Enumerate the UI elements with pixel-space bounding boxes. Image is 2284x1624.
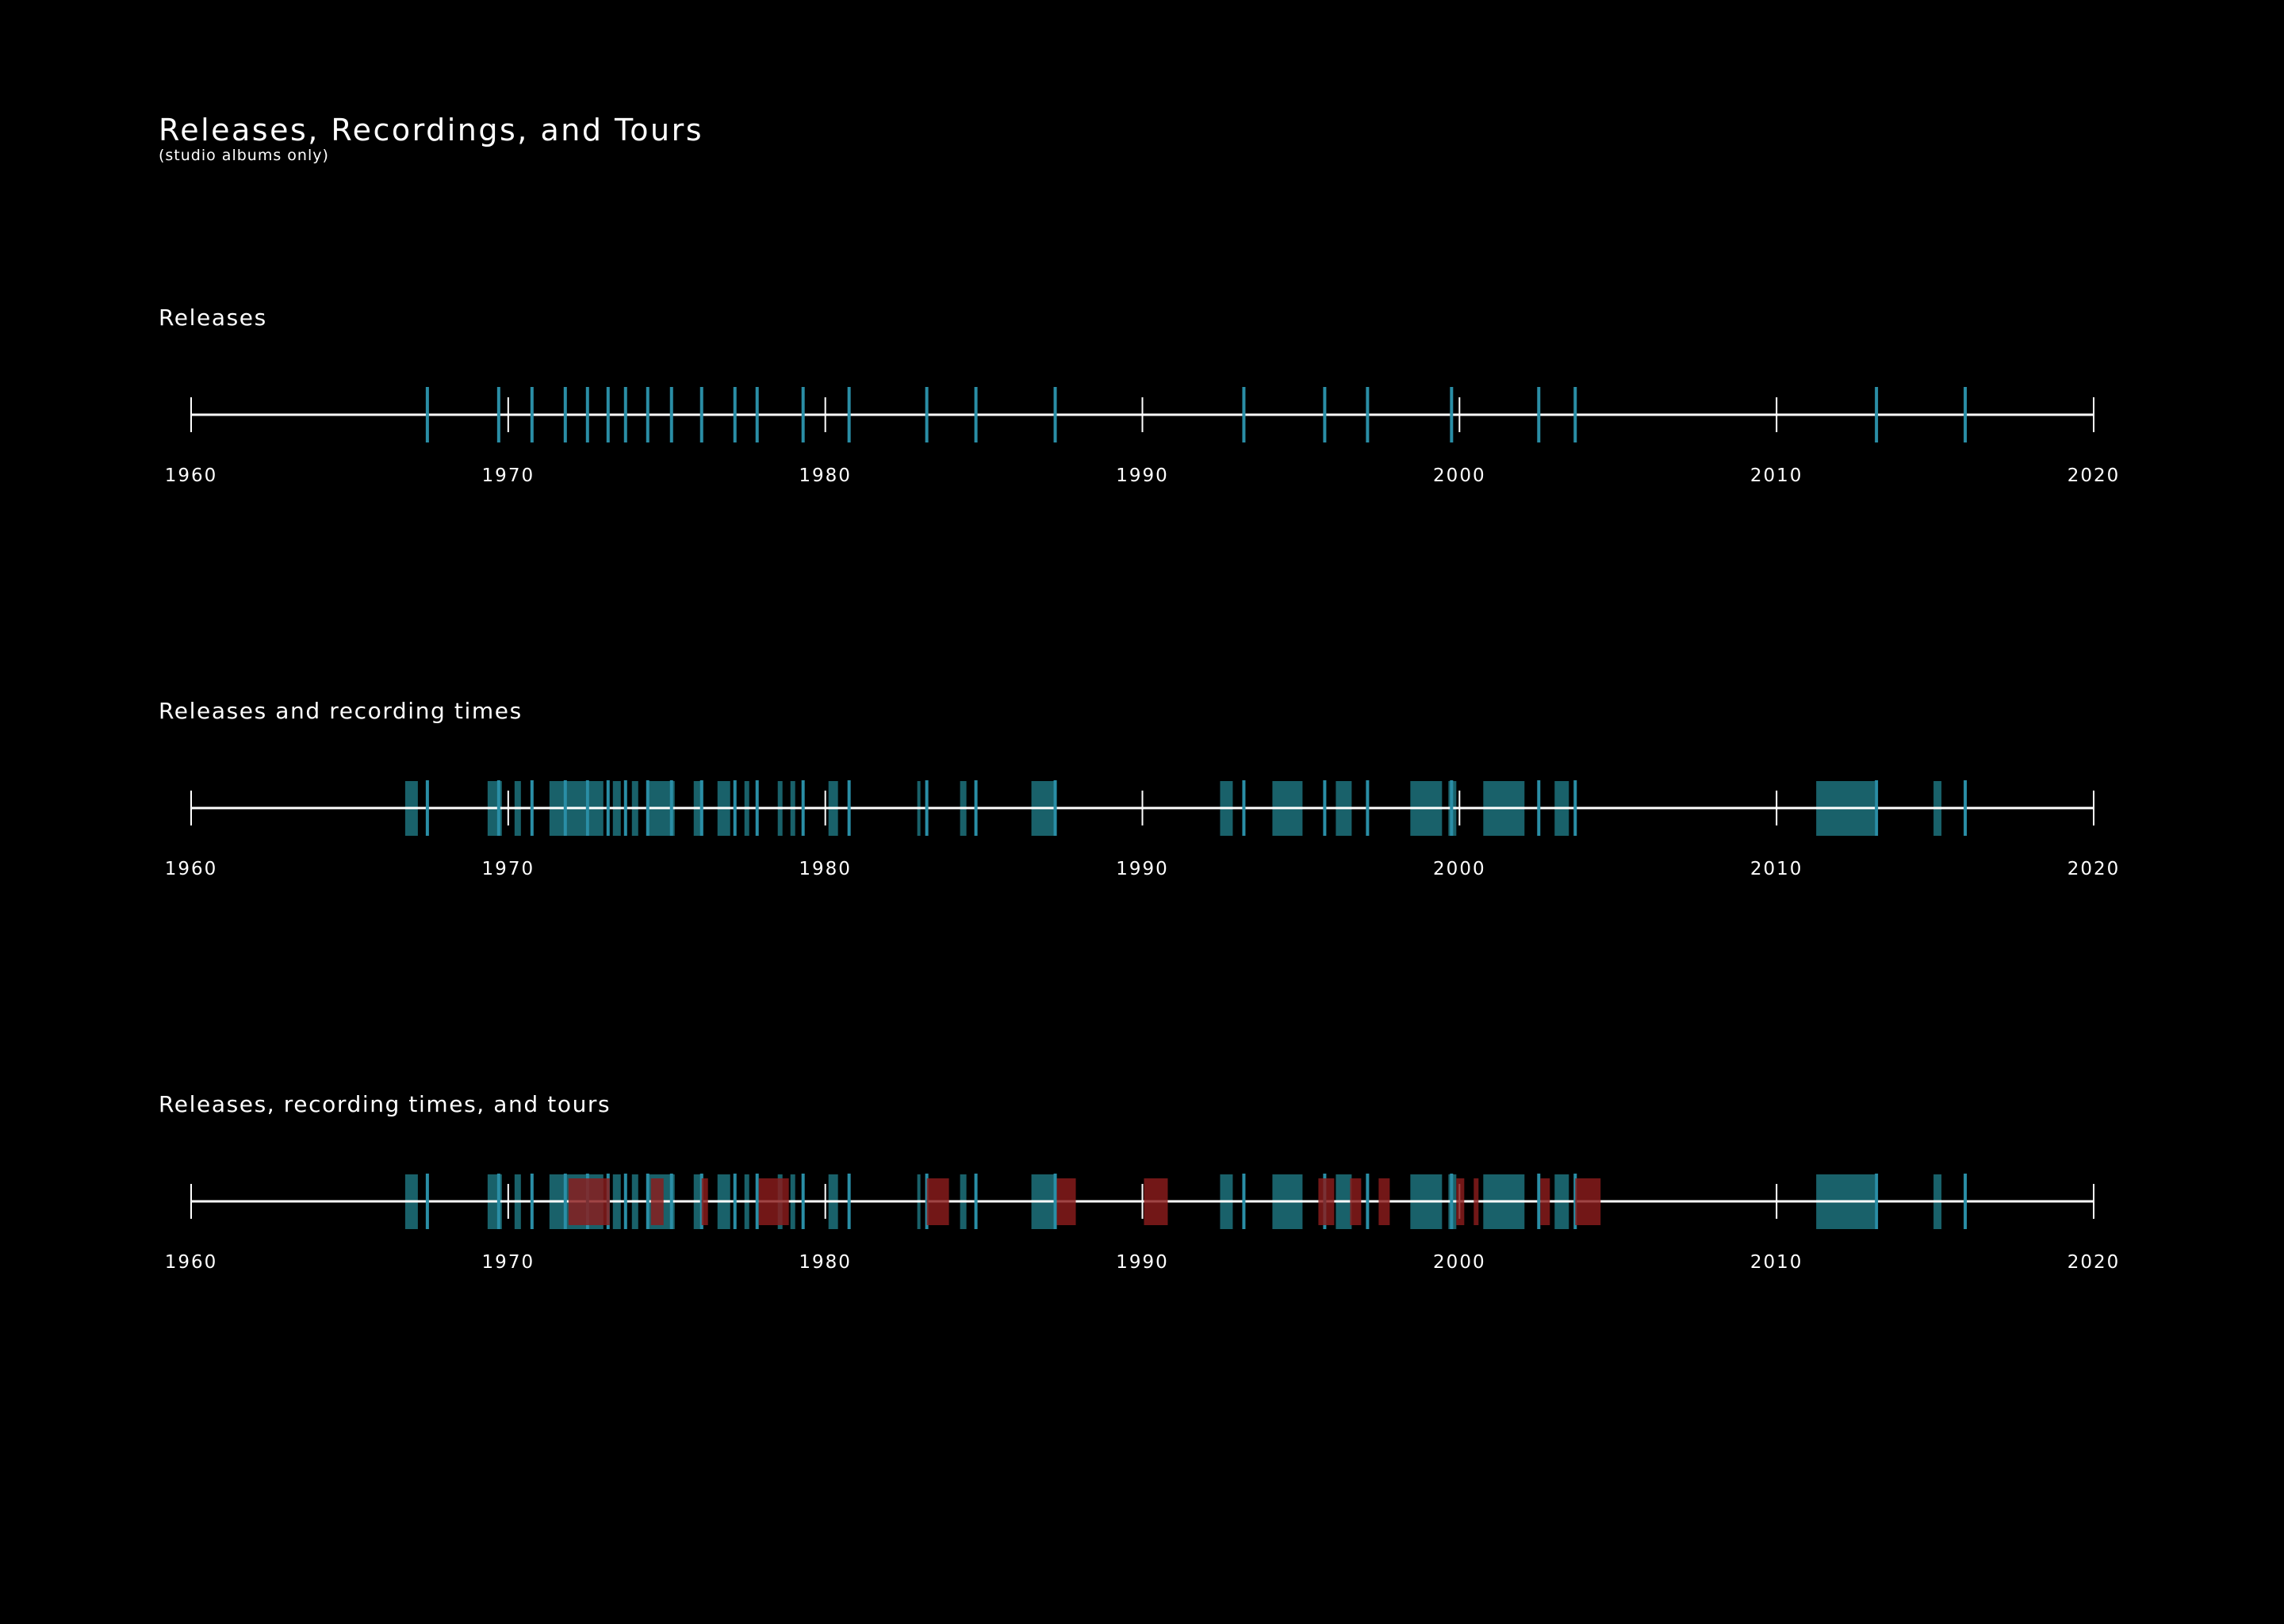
panel-1: Releases 1960 1970 1980 1990 2000 2010 2020 [159,304,2121,486]
chart-subtitle: (studio albums only) [159,147,329,164]
tour-bar [1350,1178,1362,1225]
tick-label: 1970 [482,1252,535,1273]
tour-bar [926,1178,949,1225]
tour-bar [568,1178,610,1225]
tick-label: 2000 [1433,465,1486,486]
panel-3: Releases, recording times, and tours 1960… [159,1091,2121,1273]
tick-label: 2010 [1750,465,1803,486]
tour-bar [1144,1178,1168,1225]
panel-title: Releases, recording times, and tours [159,1091,611,1117]
tour-bar [1378,1178,1390,1225]
tour-bar [1473,1178,1479,1225]
tick-label: 1970 [482,465,535,486]
chart-title: Releases, Recordings, and Tours [159,113,703,147]
tick-label: 1990 [1116,1252,1169,1273]
tick-label: 1980 [799,859,852,879]
tour-bar [758,1178,789,1225]
tick-label: 2000 [1433,1252,1486,1273]
tick-label: 2020 [2067,859,2121,879]
tour-bar [1575,1178,1601,1225]
tick-label: 2010 [1750,859,1803,879]
tick-label: 2010 [1750,1252,1803,1273]
tick-label: 1990 [1116,859,1169,879]
panel-2: Releases and recording times 1960 1970 1980… [159,698,2121,879]
tour-bar [650,1178,664,1225]
tick-label: 1960 [165,1252,218,1273]
tick-label: 2020 [2067,465,2121,486]
tour-bar [701,1178,708,1225]
tour-bar [1318,1178,1335,1225]
tick-label: 2000 [1433,859,1486,879]
tick-label: 1960 [165,465,218,486]
tick-label: 1970 [482,859,535,879]
tour-bar [1056,1178,1076,1225]
tick-label: 2020 [2067,1252,2121,1273]
tick-label: 1980 [799,465,852,486]
panel-title: Releases and recording times [159,698,523,724]
tick-label: 1990 [1116,465,1169,486]
tick-label: 1960 [165,859,218,879]
tour-bar [1456,1178,1465,1225]
tick-label: 1980 [799,1252,852,1273]
tour-bar [1540,1178,1550,1225]
panel-title: Releases [159,304,267,331]
